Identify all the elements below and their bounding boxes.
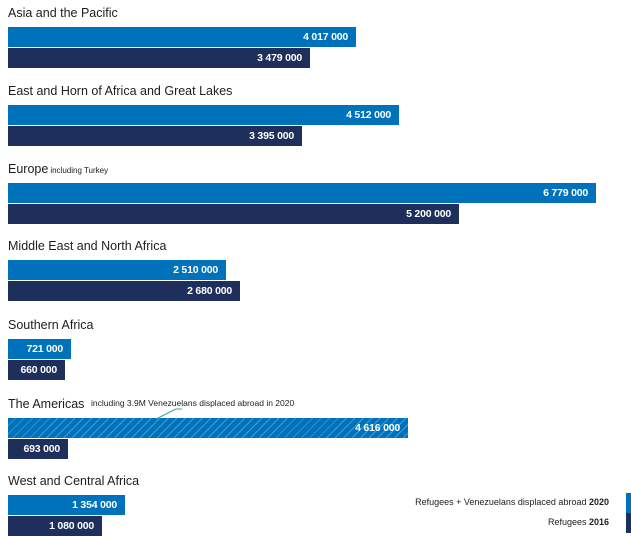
legend-2016: Refugees 2016 [548, 517, 609, 527]
legend-text: Refugees + Venezuelans displaced abroad [415, 497, 589, 507]
bar-value-label: 693 000 [23, 443, 60, 455]
bar-value-label: 660 000 [20, 364, 57, 376]
legend-text: Refugees [547, 517, 589, 527]
bar-2016: 660 000 [8, 360, 65, 380]
region-name: Europe [8, 162, 49, 176]
americas-note: including 3.9M Venezuelans displaced abr… [91, 398, 295, 408]
bar-2020: 4 017 000 [8, 27, 356, 47]
bar-2020: 4 616 000 [8, 418, 408, 438]
bar-value-label: 4 017 000 [303, 31, 348, 43]
bar-2016: 3 479 000 [8, 48, 310, 68]
bar-2016: 1 080 000 [8, 516, 102, 536]
region-note: including Turkey [50, 166, 109, 175]
bar-value-label: 5 200 000 [406, 208, 451, 220]
legend-swatch-2016 [626, 513, 631, 533]
region-label: The Americas [8, 397, 84, 411]
bar-value-label: 721 000 [26, 343, 63, 355]
bar-value-label: 1 354 000 [72, 499, 117, 511]
legend-swatch-2020 [626, 493, 631, 513]
region-label: Asia and the Pacific [8, 6, 118, 20]
bar-2020: 2 510 000 [8, 260, 226, 280]
region-name: The Americas [8, 397, 85, 411]
region-name: Asia and the Pacific [8, 6, 118, 20]
bar-value-label: 1 080 000 [49, 520, 94, 532]
legend-year: 2020 [588, 497, 609, 507]
region-label: Europe including Turkey [8, 162, 108, 176]
legend-year: 2016 [588, 517, 609, 527]
bar-2016: 2 680 000 [8, 281, 240, 301]
region-label: West and Central Africa [8, 474, 139, 488]
region-label: Middle East and North Africa [8, 239, 166, 253]
note-pointer-line [155, 408, 182, 420]
bar-2016: 693 000 [8, 439, 68, 459]
bar-value-label: 3 479 000 [257, 52, 302, 64]
bar-value-label: 2 680 000 [187, 285, 232, 297]
bar-value-label: 6 779 000 [543, 187, 588, 199]
bar-2020: 721 000 [8, 339, 71, 359]
bar-2016: 3 395 000 [8, 126, 302, 146]
bar-value-label: 4 512 000 [346, 109, 391, 121]
bar-2020: 4 512 000 [8, 105, 399, 125]
bar-value-label: 3 395 000 [249, 130, 294, 142]
region-name: East and Horn of Africa and Great Lakes [8, 84, 233, 98]
bar-value-label: 2 510 000 [173, 264, 218, 276]
region-name: West and Central Africa [8, 474, 140, 488]
bar-2020: 1 354 000 [8, 495, 125, 515]
legend-2020: Refugees + Venezuelans displaced abroad … [415, 497, 609, 507]
bar-value-label: 4 616 000 [355, 422, 400, 434]
bar-2016: 5 200 000 [8, 204, 459, 224]
bar-2020: 6 779 000 [8, 183, 596, 203]
region-name: Southern Africa [8, 318, 94, 332]
region-label: East and Horn of Africa and Great Lakes [8, 84, 232, 98]
region-name: Middle East and North Africa [8, 239, 167, 253]
region-label: Southern Africa [8, 318, 93, 332]
